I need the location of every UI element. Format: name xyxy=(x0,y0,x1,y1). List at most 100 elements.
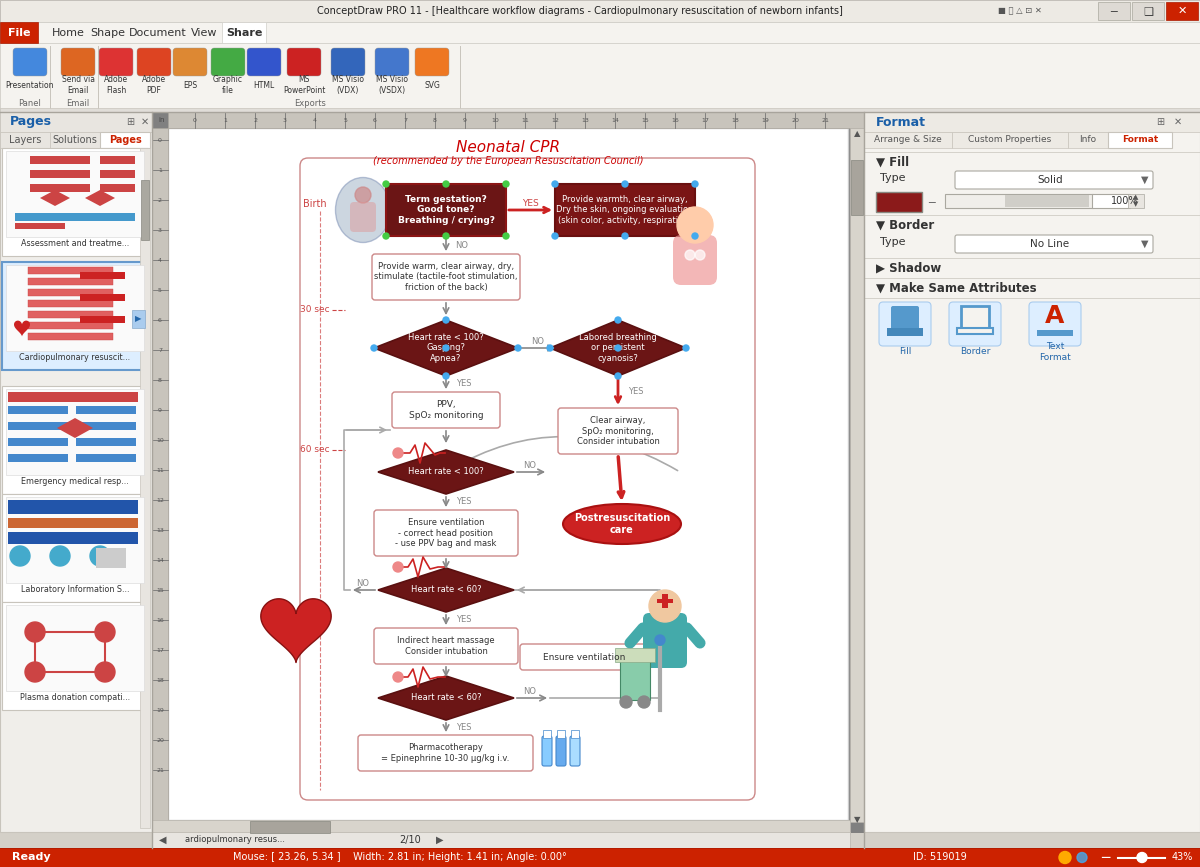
Polygon shape xyxy=(378,568,514,612)
Circle shape xyxy=(1078,852,1087,863)
Text: Document: Document xyxy=(130,28,187,37)
Text: Send via
Email: Send via Email xyxy=(61,75,95,95)
FancyBboxPatch shape xyxy=(30,170,90,178)
Text: Cardiopulmonary resuscit...: Cardiopulmonary resuscit... xyxy=(19,354,131,362)
FancyBboxPatch shape xyxy=(6,497,144,583)
Text: Type: Type xyxy=(880,237,906,247)
FancyBboxPatch shape xyxy=(14,213,134,221)
Text: ▼: ▼ xyxy=(1141,175,1148,185)
Text: 0: 0 xyxy=(193,118,197,122)
Text: 21: 21 xyxy=(821,118,829,122)
Text: Mouse: [ 23.26, 5.34 ]    Width: 2.81 in; Height: 1.41 in; Angle: 0.00°: Mouse: [ 23.26, 5.34 ] Width: 2.81 in; H… xyxy=(233,852,566,863)
Polygon shape xyxy=(378,676,514,720)
FancyBboxPatch shape xyxy=(76,406,136,414)
FancyBboxPatch shape xyxy=(28,311,113,318)
Text: 30 sec: 30 sec xyxy=(300,305,330,315)
FancyBboxPatch shape xyxy=(1128,194,1144,208)
Text: ✕: ✕ xyxy=(1177,6,1187,16)
FancyBboxPatch shape xyxy=(152,832,850,848)
Circle shape xyxy=(692,181,698,187)
FancyBboxPatch shape xyxy=(2,602,148,710)
Text: Assessment and treatme...: Assessment and treatme... xyxy=(20,239,130,249)
Text: 43%: 43% xyxy=(1171,852,1193,863)
Text: 8: 8 xyxy=(158,377,162,382)
Text: ◀: ◀ xyxy=(160,835,167,845)
FancyBboxPatch shape xyxy=(100,184,134,192)
FancyBboxPatch shape xyxy=(137,48,172,76)
FancyBboxPatch shape xyxy=(620,660,650,700)
FancyBboxPatch shape xyxy=(80,294,125,301)
Text: 16: 16 xyxy=(671,118,679,122)
Text: ID: 519019: ID: 519019 xyxy=(913,852,967,863)
Text: MS
PowerPoint: MS PowerPoint xyxy=(283,75,325,95)
FancyBboxPatch shape xyxy=(955,171,1153,189)
FancyBboxPatch shape xyxy=(673,235,718,285)
Text: Format: Format xyxy=(876,115,926,128)
FancyBboxPatch shape xyxy=(658,599,673,603)
FancyBboxPatch shape xyxy=(28,267,113,274)
Text: ▼ Make Same Attributes: ▼ Make Same Attributes xyxy=(876,282,1037,295)
FancyBboxPatch shape xyxy=(76,438,136,446)
FancyBboxPatch shape xyxy=(890,306,919,330)
Circle shape xyxy=(515,345,521,351)
Ellipse shape xyxy=(336,178,390,243)
Text: 21: 21 xyxy=(156,767,164,772)
FancyBboxPatch shape xyxy=(28,289,113,296)
Text: 5: 5 xyxy=(343,118,347,122)
Circle shape xyxy=(383,233,389,239)
Text: 18: 18 xyxy=(156,677,164,682)
Circle shape xyxy=(1060,851,1072,864)
FancyBboxPatch shape xyxy=(76,454,136,462)
Text: 60 sec: 60 sec xyxy=(300,446,330,454)
FancyBboxPatch shape xyxy=(374,628,518,664)
Text: ▲: ▲ xyxy=(1133,194,1139,200)
FancyBboxPatch shape xyxy=(8,500,138,514)
FancyBboxPatch shape xyxy=(6,389,144,475)
Text: 7: 7 xyxy=(403,118,407,122)
FancyBboxPatch shape xyxy=(542,736,552,766)
Circle shape xyxy=(383,181,389,187)
Polygon shape xyxy=(85,190,115,206)
FancyBboxPatch shape xyxy=(28,300,113,307)
FancyBboxPatch shape xyxy=(570,736,580,766)
Circle shape xyxy=(638,696,650,708)
Circle shape xyxy=(443,373,449,379)
Circle shape xyxy=(547,345,553,351)
FancyBboxPatch shape xyxy=(958,328,994,334)
Circle shape xyxy=(95,622,115,642)
Text: 11: 11 xyxy=(156,467,164,473)
Text: Arrange & Size: Arrange & Size xyxy=(874,135,942,145)
FancyBboxPatch shape xyxy=(0,108,1200,112)
Circle shape xyxy=(655,635,665,645)
Text: 9: 9 xyxy=(158,407,162,413)
FancyBboxPatch shape xyxy=(946,194,1093,208)
Text: Share: Share xyxy=(226,28,262,37)
FancyBboxPatch shape xyxy=(98,48,133,76)
Circle shape xyxy=(10,546,30,566)
Text: NO: NO xyxy=(455,240,468,250)
Text: 8: 8 xyxy=(433,118,437,122)
Circle shape xyxy=(1138,852,1147,863)
Text: 7: 7 xyxy=(158,348,162,353)
Text: 14: 14 xyxy=(611,118,619,122)
Text: 12: 12 xyxy=(156,498,164,503)
FancyBboxPatch shape xyxy=(643,613,686,668)
Text: Ready: Ready xyxy=(12,852,50,863)
Text: ⊞: ⊞ xyxy=(1156,117,1164,127)
Text: 4: 4 xyxy=(313,118,317,122)
FancyBboxPatch shape xyxy=(8,406,68,414)
Text: Text
Format: Text Format xyxy=(1039,342,1070,362)
FancyBboxPatch shape xyxy=(0,112,152,132)
FancyBboxPatch shape xyxy=(0,848,1200,867)
Text: ✕: ✕ xyxy=(140,117,149,127)
Text: Info: Info xyxy=(1080,135,1097,145)
Circle shape xyxy=(443,317,449,323)
FancyBboxPatch shape xyxy=(876,192,922,212)
FancyBboxPatch shape xyxy=(142,180,149,240)
Circle shape xyxy=(620,696,632,708)
FancyBboxPatch shape xyxy=(211,48,245,76)
Text: Solutions: Solutions xyxy=(53,135,97,145)
Text: Pharmacotherapy
= Epinephrine 10-30 μg/kg i.v.: Pharmacotherapy = Epinephrine 10-30 μg/k… xyxy=(382,743,510,763)
FancyBboxPatch shape xyxy=(374,48,409,76)
FancyBboxPatch shape xyxy=(0,22,38,43)
